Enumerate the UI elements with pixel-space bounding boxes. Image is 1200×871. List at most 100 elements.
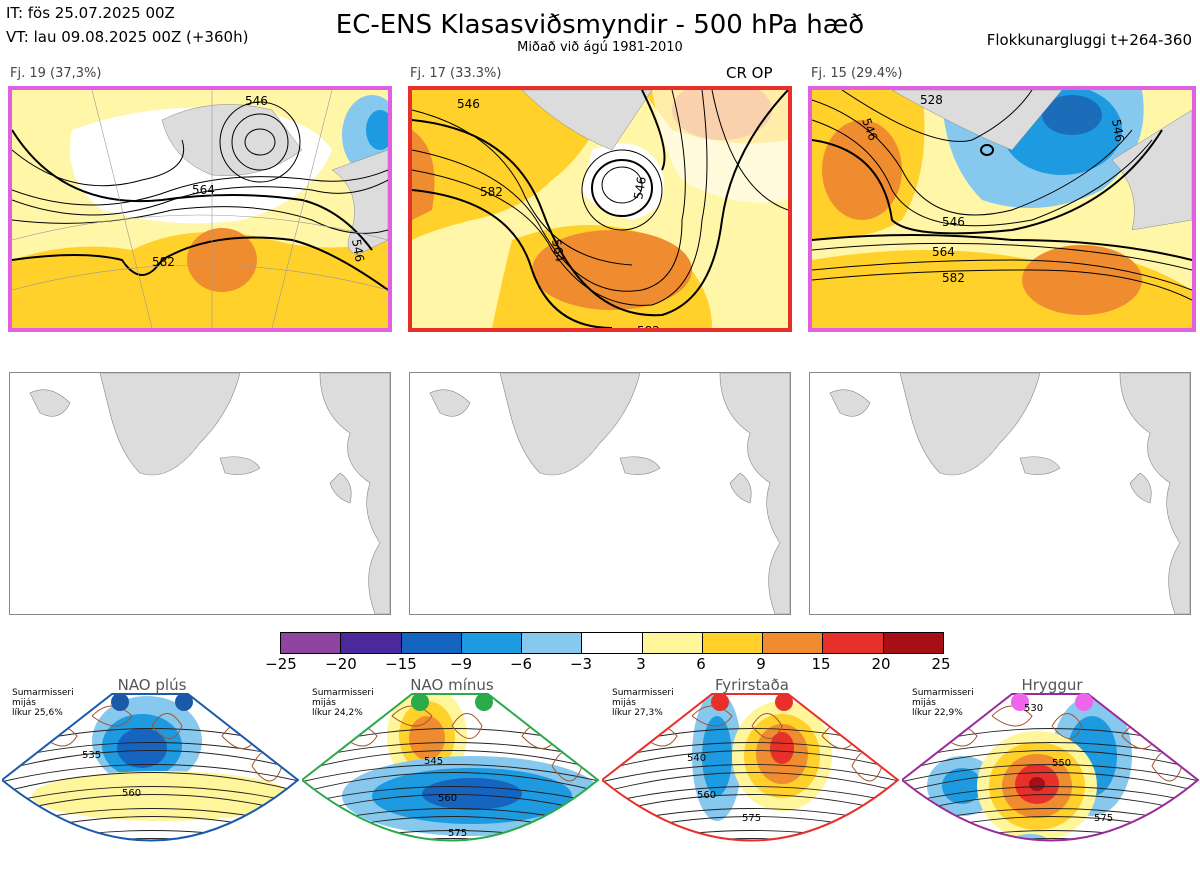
cluster-map-2: 546 564 582 546 582 <box>408 86 792 332</box>
colorbar-swatch <box>882 633 943 653</box>
height-contour <box>602 750 898 774</box>
height-contour <box>2 853 300 871</box>
coastline <box>1051 713 1083 739</box>
height-contour <box>2 786 298 807</box>
regime-panel: 530 550 575 Hryggur Sumarmisseri mijás líkur 2… <box>902 676 1200 871</box>
regime-fan-map: 540 560 575 <box>602 693 900 842</box>
cluster-map-1: 546 564 582 546 <box>8 86 392 332</box>
colorbar-swatch <box>460 633 522 653</box>
regime-fan-map: 545 560 575 <box>302 693 600 842</box>
height-contour <box>2 838 298 841</box>
colorbar-tick-label: −9 <box>449 655 473 673</box>
height-contour <box>2 764 298 785</box>
colorbar-tick-label: 15 <box>811 655 831 673</box>
colorbar-tick-label: 6 <box>696 655 706 673</box>
regime-title: Fyrirstaða <box>715 676 789 694</box>
regime-fan-border <box>2 693 300 842</box>
regime-note-line: mijás <box>312 698 336 708</box>
regime-marker-dot <box>411 693 429 711</box>
anomaly-shading <box>117 728 167 768</box>
regime-note-line: líkur 27,3% <box>612 708 663 718</box>
empty-map-3 <box>809 372 1191 615</box>
cluster-2-label: Fj. 17 (33.3%) <box>410 66 502 81</box>
map3-contour-label: 546 <box>1109 118 1127 143</box>
colorbar-tick-label: −20 <box>325 655 357 673</box>
colorbar-tick-label: 20 <box>871 655 891 673</box>
colorbar-tick-label: −6 <box>509 655 533 673</box>
regime-note: Sumarmisseri mijás líkur 27,3% <box>612 688 674 718</box>
height-contour <box>302 772 598 796</box>
regime-fan-border <box>602 693 900 842</box>
regime-note-line: mijás <box>12 698 36 708</box>
coastline <box>691 705 733 727</box>
map2-contour-label: 564 <box>549 238 567 263</box>
regime-note-line: líkur 24,2% <box>312 708 363 718</box>
map1-contour-label: 564 <box>192 183 215 197</box>
regime-marker-dot <box>475 693 493 711</box>
height-contour <box>902 772 1198 796</box>
height-contour <box>302 786 598 807</box>
regime-note-line: Sumarmisseri <box>312 688 374 698</box>
regime-contour-label: 530 <box>1024 703 1043 714</box>
colorbar-tick-label: −25 <box>265 655 297 673</box>
regime-note: Sumarmisseri mijás líkur 22,9% <box>912 688 974 718</box>
regime-fan-map: 535 560 <box>2 693 300 871</box>
anomaly-shading <box>942 768 982 804</box>
regime-marker-dot <box>711 693 729 711</box>
colorbar-tick-label: −15 <box>385 655 417 673</box>
anomaly-shading <box>1029 777 1045 791</box>
height-contour <box>902 786 1198 807</box>
map1-contour-label: 582 <box>152 255 175 269</box>
height-contour <box>602 838 898 841</box>
colorbar-swatch <box>521 633 582 653</box>
regime-fan-map: 530 550 575 <box>902 693 1200 871</box>
colorbar <box>280 632 944 654</box>
regime-note: Sumarmisseri mijás líkur 25,6% <box>12 688 74 718</box>
height-contour <box>902 764 1198 785</box>
regime-marker-dot <box>775 693 793 711</box>
map2-contour-label: 582 <box>637 324 660 328</box>
regime-note-line: Sumarmisseri <box>612 688 674 698</box>
height-contour <box>302 764 598 785</box>
regime-contour-label: 560 <box>438 793 457 804</box>
height-contour <box>602 830 898 841</box>
empty-map-1 <box>9 372 391 615</box>
regime-contour-label: 540 <box>687 753 706 764</box>
regime-fan-border <box>302 693 600 842</box>
height-contour <box>902 750 1198 774</box>
regime-note-line: líkur 22,9% <box>912 708 963 718</box>
regime-fan-border <box>902 693 1200 842</box>
colorbar-tick-label: 25 <box>931 655 951 673</box>
height-contour <box>2 772 298 796</box>
regime-contour-label: 560 <box>697 790 716 801</box>
height-contour <box>302 750 598 774</box>
map3-contour-label: 528 <box>920 93 943 107</box>
height-contour <box>902 853 1200 871</box>
colorbar-swatch <box>581 633 642 653</box>
colorbar-swatch <box>822 633 883 653</box>
colorbar-tick-label: 3 <box>636 655 646 673</box>
cluster-window: Flokkunargluggi t+264-360 <box>986 31 1192 49</box>
page-subtitle: Miðað við ágú 1981-2010 <box>517 40 683 55</box>
regime-marker-dot <box>1011 693 1029 711</box>
map2-contour-label: 582 <box>480 185 503 199</box>
coastline <box>151 713 183 739</box>
height-contour <box>302 838 598 841</box>
height-contour <box>902 830 1198 841</box>
height-contour <box>602 764 898 785</box>
regime-contour-label: 560 <box>122 788 141 799</box>
regime-marker-dot <box>1075 693 1093 711</box>
anomaly-shading <box>770 732 794 764</box>
height-contour <box>902 838 1198 841</box>
anomaly-shading <box>409 716 445 760</box>
coastline <box>391 705 433 727</box>
map3-contour-label: 564 <box>932 245 955 259</box>
regime-contour-label: 550 <box>1052 758 1071 769</box>
colorbar-swatch <box>762 633 823 653</box>
regime-panel: 540 560 575 Fyrirstaða Sumarmisseri mijás líku… <box>602 676 900 871</box>
regime-contour-label: 575 <box>448 828 467 839</box>
page-title: EC-ENS Klasasviðsmyndir - 500 hPa hæð <box>335 10 865 40</box>
height-contour <box>602 772 898 796</box>
height-contour <box>302 830 598 841</box>
regime-note-line: mijás <box>612 698 636 708</box>
